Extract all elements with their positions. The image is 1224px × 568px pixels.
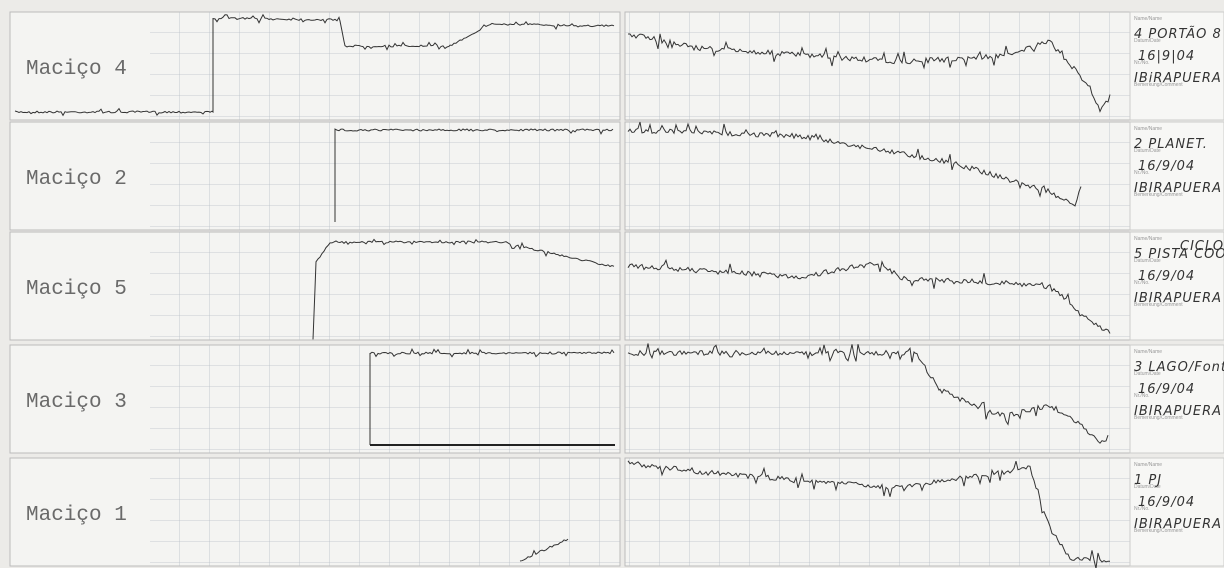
hand-place: IBiRAPUERA [1134, 71, 1222, 86]
hand-name: 3 LAGO/Fonte [1134, 360, 1224, 375]
grid-left [150, 345, 620, 453]
grid-right [625, 12, 1130, 120]
hand-place: IBIRAPUERA [1134, 517, 1222, 532]
grid-right [625, 345, 1130, 453]
strip: Maciço 1Name/NameDatum/DateNr./No.Bemerk… [10, 458, 1224, 568]
hand-place: IBIRAPUERA [1134, 181, 1222, 196]
hand-date: 16|9|04 [1138, 49, 1195, 64]
hand-date: 16/9/04 [1138, 159, 1195, 174]
hand-place: IBIRAPUERA [1134, 404, 1222, 419]
grid-left [150, 122, 620, 230]
grid-left [150, 232, 620, 340]
strip: Maciço 5Name/NameDatum/DateNr./No.Bemerk… [10, 232, 1224, 340]
hand-name: 4 PORTÃO 8 [1134, 26, 1222, 42]
hand-name: 5 PISTA COOPER [1134, 247, 1224, 262]
form-label: Name/Name [1134, 16, 1162, 22]
hand-name: 2 PLANET. [1134, 137, 1208, 152]
form-label: Name/Name [1134, 349, 1162, 355]
hand-place: IBIRAPUERA [1134, 291, 1222, 306]
hand-date: 16/9/04 [1138, 382, 1195, 397]
grid-right [625, 458, 1130, 566]
strip: Maciço 2Name/NameDatum/DateNr./No.Bemerk… [10, 122, 1224, 230]
scan: Maciço 4Name/NameDatum/DateNr./No.Bemerk… [0, 0, 1224, 568]
grid-right [625, 122, 1130, 230]
strip-label: Maciço 3 [26, 391, 127, 414]
form-label: Name/Name [1134, 462, 1162, 468]
hand-date: 16/9/04 [1138, 269, 1195, 284]
page: {"form_labels": ["Name/Name", "Datum/Dat… [0, 0, 1224, 568]
form-label: Name/Name [1134, 126, 1162, 132]
grid-right [625, 232, 1130, 340]
form-label: Name/Name [1134, 236, 1162, 242]
hand-date: 16/9/04 [1138, 495, 1195, 510]
grid-left [150, 12, 620, 120]
strip-label: Maciço 2 [26, 168, 127, 191]
strip-label: Maciço 5 [26, 278, 127, 301]
strip: Maciço 4Name/NameDatum/DateNr./No.Bemerk… [10, 12, 1224, 120]
strip: Maciço 3Name/NameDatum/DateNr./No.Bemerk… [10, 344, 1224, 454]
strip-label: Maciço 4 [26, 58, 127, 81]
hand-name: 1 PJ [1134, 473, 1162, 488]
grid-left [150, 458, 620, 566]
strip-label: Maciço 1 [26, 504, 127, 527]
